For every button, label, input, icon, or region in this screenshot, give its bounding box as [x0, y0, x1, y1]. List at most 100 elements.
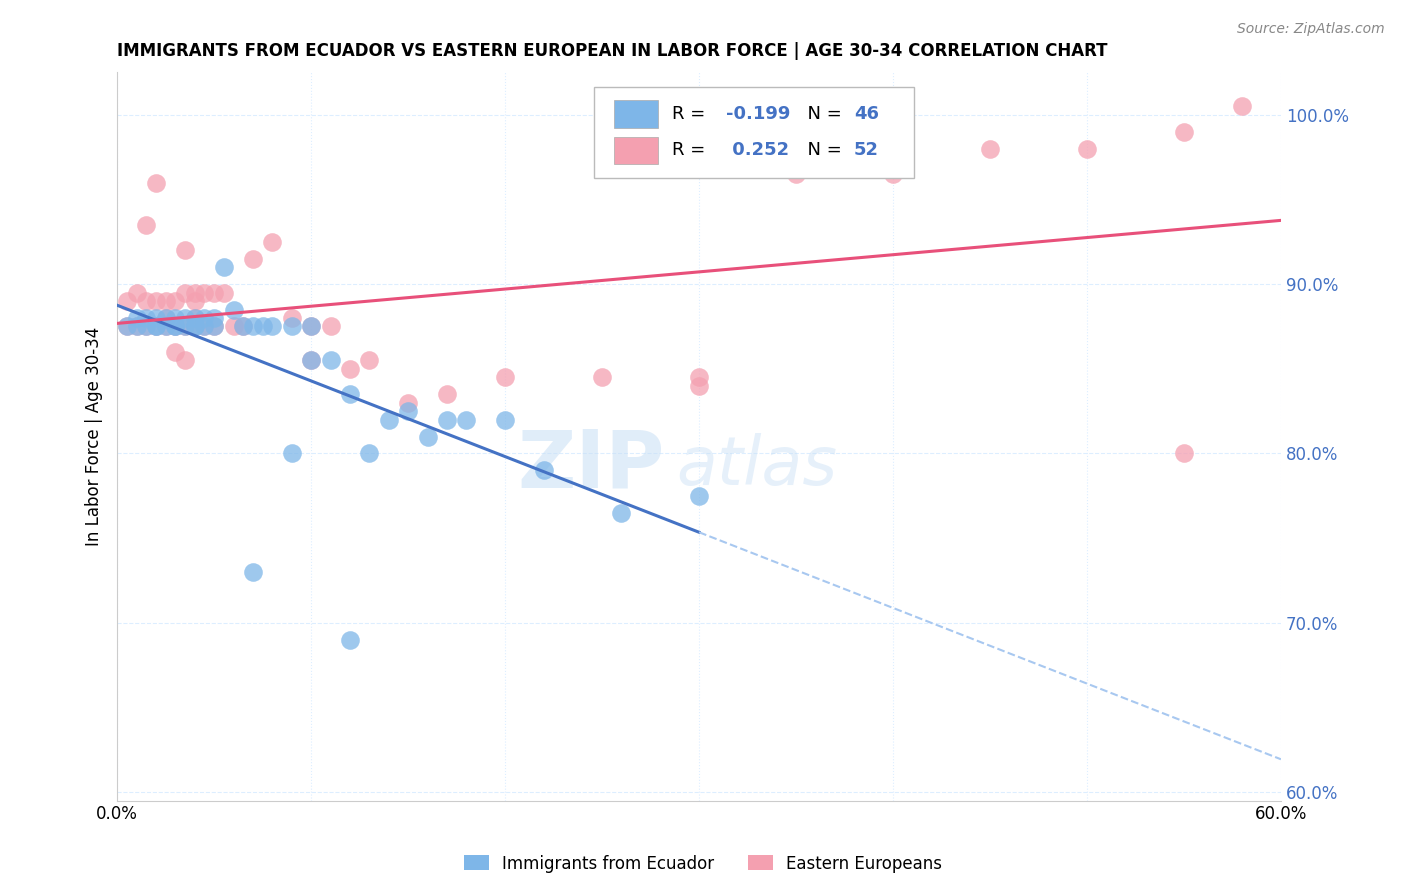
Point [688, 378, 710, 392]
Point [242, 252, 264, 266]
Text: Source: ZipAtlas.com: Source: ZipAtlas.com [1237, 22, 1385, 37]
Point [184, 319, 207, 334]
Point [456, 412, 478, 426]
Point [979, 142, 1001, 156]
Point [262, 235, 284, 249]
Point [125, 310, 148, 325]
Point [339, 387, 361, 401]
Text: -0.199: -0.199 [725, 105, 790, 123]
Point [494, 412, 516, 426]
Point [262, 319, 284, 334]
Point [339, 632, 361, 647]
Point [416, 429, 439, 443]
Point [533, 463, 555, 477]
Point [145, 319, 167, 334]
Point [184, 319, 207, 334]
Point [115, 319, 138, 334]
Text: N =: N = [796, 105, 848, 123]
Point [145, 176, 167, 190]
Point [165, 310, 187, 325]
Point [591, 370, 613, 384]
Text: ZIP: ZIP [517, 426, 664, 505]
Point [135, 319, 157, 334]
Point [202, 285, 225, 300]
Point [202, 319, 225, 334]
Point [193, 285, 215, 300]
Point [135, 319, 157, 334]
Point [165, 319, 187, 334]
Point [174, 319, 197, 334]
Point [155, 310, 177, 325]
Point [785, 167, 807, 181]
Point [1076, 142, 1098, 156]
Text: atlas: atlas [676, 433, 837, 499]
Point [1230, 99, 1253, 113]
Point [145, 293, 167, 308]
Point [155, 319, 177, 334]
Point [212, 260, 235, 275]
Point [145, 310, 167, 325]
Text: N =: N = [796, 141, 848, 160]
Y-axis label: In Labor Force | Age 30-34: In Labor Force | Age 30-34 [86, 326, 103, 546]
Point [1173, 125, 1195, 139]
Point [165, 319, 187, 334]
Point [155, 319, 177, 334]
Point [252, 319, 274, 334]
Point [145, 319, 167, 334]
Point [319, 319, 342, 334]
Point [222, 319, 245, 334]
Point [436, 412, 458, 426]
Text: 0.252: 0.252 [725, 141, 789, 160]
Point [174, 319, 197, 334]
Point [359, 446, 381, 460]
Point [115, 319, 138, 334]
Point [184, 285, 207, 300]
Point [125, 285, 148, 300]
Point [319, 353, 342, 368]
Legend: Immigrants from Ecuador, Eastern Europeans: Immigrants from Ecuador, Eastern Europea… [457, 848, 949, 880]
Text: R =: R = [672, 141, 711, 160]
Point [222, 302, 245, 317]
Point [688, 370, 710, 384]
Point [155, 310, 177, 325]
Point [212, 285, 235, 300]
Point [610, 506, 633, 520]
Point [174, 244, 197, 258]
Point [882, 167, 904, 181]
Point [184, 319, 207, 334]
Point [135, 293, 157, 308]
FancyBboxPatch shape [614, 136, 658, 164]
Point [193, 319, 215, 334]
Point [359, 353, 381, 368]
Point [165, 293, 187, 308]
Point [299, 319, 322, 334]
Point [436, 387, 458, 401]
Point [242, 319, 264, 334]
Point [155, 293, 177, 308]
Point [184, 310, 207, 325]
Point [202, 319, 225, 334]
Point [174, 310, 197, 325]
Point [688, 489, 710, 503]
Point [281, 310, 304, 325]
Point [377, 412, 399, 426]
Point [184, 293, 207, 308]
Point [494, 370, 516, 384]
Point [396, 404, 419, 418]
Point [242, 565, 264, 579]
FancyBboxPatch shape [595, 87, 914, 178]
Point [125, 319, 148, 334]
Text: R =: R = [672, 105, 711, 123]
Point [165, 319, 187, 334]
Text: 52: 52 [853, 141, 879, 160]
Point [232, 319, 254, 334]
Point [232, 319, 254, 334]
Point [339, 361, 361, 376]
Point [1173, 446, 1195, 460]
Point [281, 446, 304, 460]
Point [281, 319, 304, 334]
Point [115, 293, 138, 308]
Point [135, 218, 157, 232]
Point [299, 319, 322, 334]
Point [174, 353, 197, 368]
